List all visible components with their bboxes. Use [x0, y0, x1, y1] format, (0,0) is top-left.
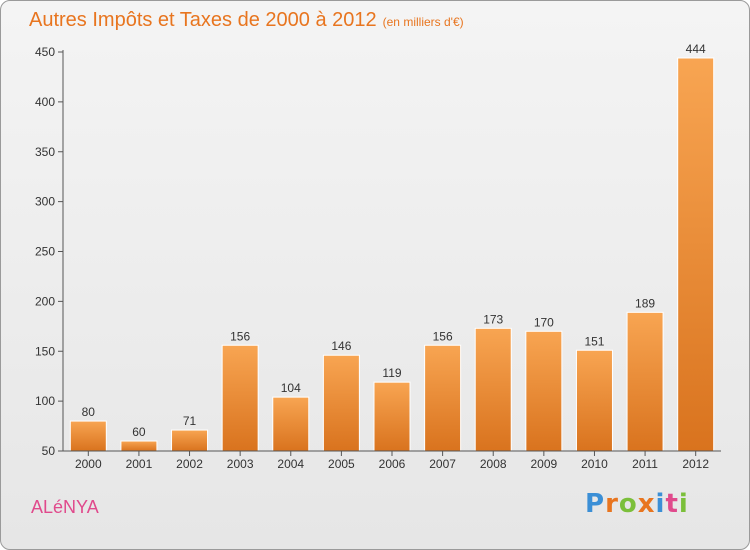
- y-tick-label: 50: [42, 444, 56, 458]
- logo-letter: t: [665, 489, 679, 519]
- chart-subtitle: (en milliers d'€): [382, 15, 464, 29]
- value-label-2000: 80: [82, 405, 96, 419]
- y-tick-label: 450: [35, 45, 55, 59]
- bar-2004: [272, 396, 310, 452]
- logo-letter: o: [618, 489, 638, 519]
- place-name: ALéNYA: [31, 497, 99, 517]
- x-tick-label-2009: 2009: [530, 457, 557, 471]
- logo-letter: i: [655, 489, 666, 519]
- bar-2007: [424, 344, 462, 452]
- chart-title-text: Autres Impôts et Taxes de 2000 à 2012: [29, 9, 377, 31]
- x-tick-label-2008: 2008: [480, 457, 507, 471]
- bar-2010: [575, 349, 613, 452]
- value-label-2012: 444: [686, 42, 706, 56]
- x-tick-label-2006: 2006: [379, 457, 406, 471]
- bar-2003: [221, 344, 259, 452]
- value-label-2010: 151: [584, 334, 604, 348]
- bar-2012: [677, 57, 715, 452]
- logo-letter: P: [585, 489, 606, 519]
- chart-title: Autres Impôts et Taxes de 2000 à 2012 (en…: [29, 9, 464, 32]
- x-tick-label-2003: 2003: [227, 457, 254, 471]
- y-axis: 50 100 150 200 250 300 350 400 450: [35, 45, 64, 458]
- proxiti-logo: Proxiti: [585, 489, 689, 519]
- value-label-2005: 146: [331, 339, 351, 353]
- value-label-2002: 71: [183, 414, 197, 428]
- value-label-2006: 119: [382, 366, 401, 380]
- value-label-2009: 170: [534, 315, 554, 329]
- logo-letter: r: [605, 489, 619, 519]
- value-label-2007: 156: [433, 329, 453, 343]
- y-tick-label: 150: [35, 344, 55, 358]
- x-tick-label-2012: 2012: [682, 457, 709, 471]
- y-tick-label: 400: [35, 95, 55, 109]
- x-tick-label-2002: 2002: [176, 457, 203, 471]
- bar-2008: [474, 327, 512, 452]
- y-tick-label: 250: [35, 245, 55, 259]
- value-label-2001: 60: [132, 425, 146, 439]
- x-tick-label-2011: 2011: [632, 457, 658, 471]
- x-tick-label-2005: 2005: [328, 457, 355, 471]
- x-tick-label-2010: 2010: [581, 457, 608, 471]
- value-label-2003: 156: [230, 329, 250, 343]
- bar-2009: [525, 330, 563, 452]
- bar-2001: [120, 440, 158, 452]
- bars: 80 60 71 156 104 146 119 156 173 170 151 189 444: [69, 42, 715, 452]
- bar-2000: [69, 420, 107, 452]
- x-tick-label-2004: 2004: [277, 457, 304, 471]
- x-tick-label-2007: 2007: [429, 457, 456, 471]
- bar-2002: [171, 429, 209, 452]
- bar-2005: [322, 354, 360, 452]
- value-label-2004: 104: [281, 381, 301, 395]
- logo-letter: i: [678, 489, 689, 519]
- value-label-2008: 173: [483, 312, 503, 326]
- y-tick-label: 350: [35, 145, 55, 159]
- y-tick-label: 300: [35, 195, 55, 209]
- x-tick-label-2001: 2001: [126, 457, 153, 471]
- value-label-2011: 189: [635, 296, 655, 310]
- y-tick-label: 200: [35, 294, 55, 308]
- y-tick-label: 100: [35, 394, 55, 408]
- bar-2006: [373, 381, 411, 452]
- x-tick-label-2000: 2000: [75, 457, 102, 471]
- x-axis: 2000 2001 2002 2003 2004 2005 2006 2007 2008 2009…: [63, 450, 721, 471]
- logo-letter: x: [637, 489, 656, 519]
- bar-2011: [626, 311, 664, 452]
